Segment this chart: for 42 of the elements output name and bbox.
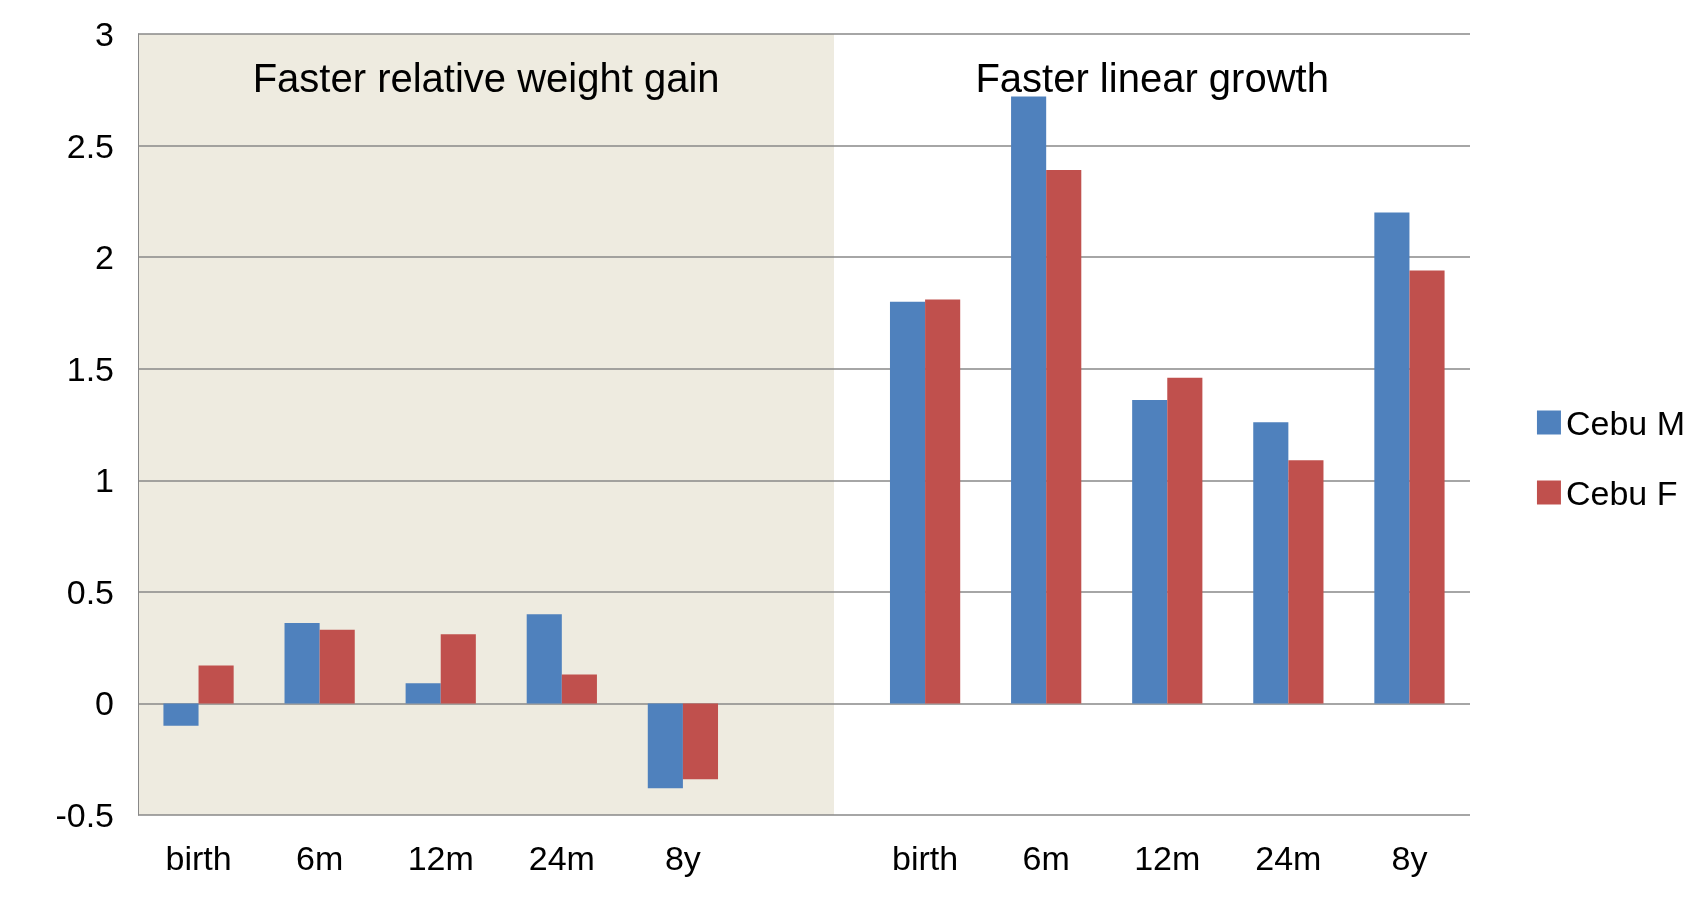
bar [405,683,441,704]
bar [198,665,234,704]
legend-label: Cebu M [1565,403,1686,442]
annotation: Faster linear growth [975,56,1329,100]
annotation: Faster relative weight gain [252,56,720,100]
x-tick-label: birth [165,839,232,877]
legend-label: Cebu F [1565,473,1678,512]
y-tick-label: 3 [95,15,114,53]
bar [925,299,961,704]
y-tick-label: 0.5 [66,572,114,611]
x-tick-label: 6m [296,839,344,877]
x-tick-label: 24m [1255,839,1322,877]
x-tick-label: birth [892,839,959,877]
bar [682,703,719,780]
bar [319,629,355,704]
bar [1253,422,1289,704]
bar [561,674,597,704]
bar [440,634,476,704]
y-tick-label: 1.5 [66,349,114,388]
bar [163,703,199,726]
bar [1409,270,1445,704]
bar [1011,96,1047,704]
x-tick-label: 8y [1391,839,1428,877]
y-tick-label: 1 [95,461,114,500]
x-tick-label: 24m [528,839,595,877]
y-tick-label: 0 [95,684,114,723]
x-tick-label: 8y [664,839,701,877]
bar [284,623,320,704]
bar [1167,377,1203,704]
bar [1132,399,1168,704]
bar [526,614,562,704]
bar [647,703,683,789]
bar [1046,170,1082,704]
x-tick-label: 6m [1022,839,1070,877]
x-tick-label: 12m [1134,839,1201,877]
bar [1374,212,1410,704]
y-tick-label: -0.5 [55,796,114,834]
bar [889,301,926,704]
y-tick-label: 2 [95,238,114,277]
y-tick-label: 2.5 [66,126,114,165]
x-tick-label: 12m [407,839,474,877]
bar [1288,460,1324,704]
